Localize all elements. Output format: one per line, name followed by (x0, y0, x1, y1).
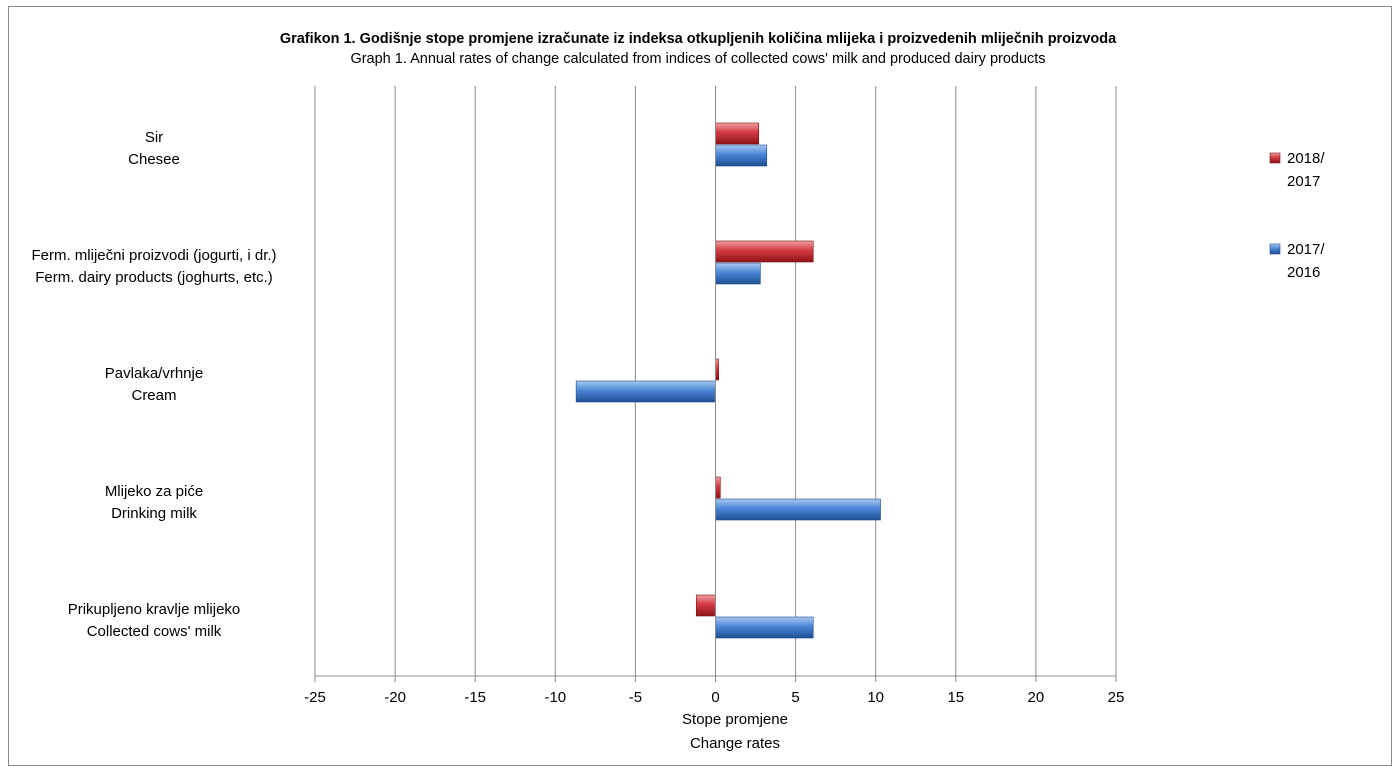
bars (575, 122, 881, 639)
bar-series1 (715, 476, 721, 499)
x-tick-label: 20 (1028, 689, 1045, 706)
category-label: Mlijeko za piće (105, 483, 203, 500)
bar-series2 (715, 616, 814, 639)
legend-label: 2018/ (1287, 150, 1325, 167)
category-label: Cream (131, 387, 176, 404)
legend-label: 2017/ (1287, 241, 1325, 258)
bar-series2 (715, 498, 881, 521)
category-label: Ferm. mliječni proizvodi (jogurti, i dr.… (31, 247, 276, 264)
x-tick-label: 5 (791, 689, 799, 706)
category-label: Sir (145, 129, 163, 146)
category-label: Pavlaka/vrhnje (105, 365, 203, 382)
x-axis-title: Stope promjene Change rates (682, 711, 788, 752)
x-tick-label: 0 (711, 689, 719, 706)
x-axis-title-line2: Change rates (690, 735, 780, 752)
category-label: Drinking milk (111, 505, 197, 522)
bar-series1 (715, 240, 814, 263)
x-tick-label: 10 (867, 689, 884, 706)
x-tick-label: 25 (1108, 689, 1125, 706)
x-tick-label: 15 (947, 689, 964, 706)
x-tick-label: -20 (384, 689, 406, 706)
legend-swatch (1269, 243, 1281, 255)
bar-series2 (715, 144, 768, 167)
category-label: Prikupljeno kravlje mlijeko (68, 601, 241, 618)
x-tick-label: -10 (544, 689, 566, 706)
category-labels: Sir Chesee Ferm. mliječni proizvodi (jogur… (31, 129, 276, 640)
x-tick-label: -5 (629, 689, 642, 706)
bar-series1 (695, 594, 716, 617)
legend: 2018/2017 2017/2016 (1269, 150, 1325, 281)
bar-series2 (715, 262, 761, 285)
legend-label: 2016 (1287, 264, 1320, 281)
x-tick-labels: -25 -20 -15 -10 -5 0 5 10 15 20 25 (304, 689, 1124, 706)
category-label: Ferm. dairy products (joghurts, etc.) (35, 269, 273, 286)
x-axis-title-line1: Stope promjene (682, 711, 788, 728)
category-label: Collected cows' milk (87, 623, 222, 640)
chart-title: Grafikon 1. Godišnje stope promjene izra… (279, 31, 1117, 47)
axes (314, 86, 1117, 682)
x-tick-label: -15 (464, 689, 486, 706)
legend-swatch (1269, 152, 1281, 164)
bar-series1 (715, 122, 760, 145)
category-label: Chesee (128, 151, 180, 168)
x-tick-label: -25 (304, 689, 326, 706)
bar-series2 (575, 380, 716, 403)
chart-subtitle: Graph 1. Annual rates of change calculat… (350, 51, 1046, 67)
legend-label: 2017 (1287, 173, 1320, 190)
